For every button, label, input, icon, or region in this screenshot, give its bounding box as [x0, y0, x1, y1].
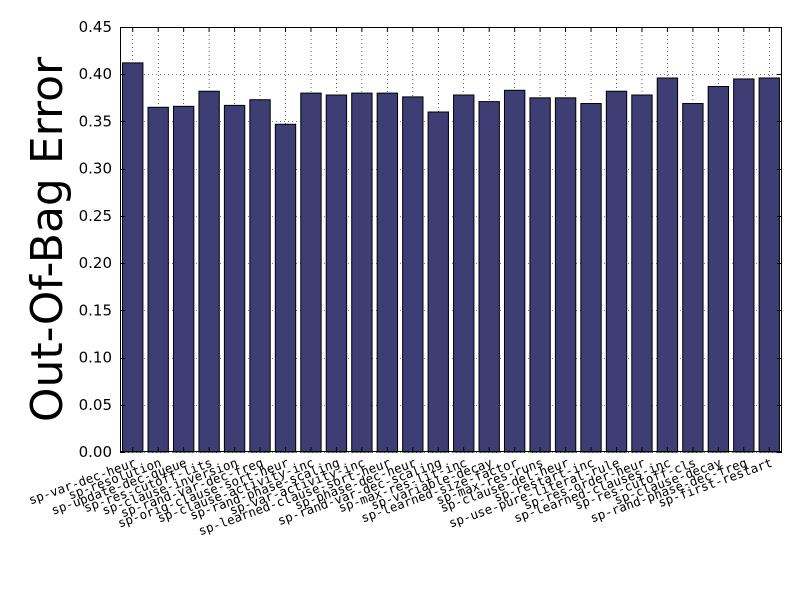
bar-sp-var-activity-inc: [351, 92, 373, 453]
bar-sp-res-cutoff-cls: [682, 103, 704, 453]
y-tick-label: 0.15: [79, 301, 112, 319]
bar-sp-first-restart: [758, 77, 780, 453]
x-axis: sp-var-dec-heursp-resolutionsp-update-de…: [27, 27, 774, 538]
plot-frame: [120, 27, 782, 452]
y-tick-label: 0.20: [79, 254, 112, 272]
y-axis: 0.00 0.05 0.10 0.15 0.20 0.25 0.30 0.35 0.40 0.45: [79, 18, 782, 461]
bar-sp-max-res-lit-inc: [453, 94, 475, 453]
bar-sp-clause-del-heur: [554, 97, 577, 453]
bar-sp-phase-dec-heur: [402, 96, 424, 453]
bar-sp-variable-decay: [478, 101, 500, 453]
y-tick-label: 0.45: [79, 18, 112, 36]
bar-sp-learned-clauses-inc: [656, 77, 679, 453]
bar-sp-restart-inc: [580, 103, 602, 453]
y-axis-label: Out-Of-Bag Error: [22, 56, 73, 422]
bar-sp-clause-decay: [707, 86, 730, 453]
y-tick-label: 0.05: [79, 396, 112, 414]
y-tick-label: 0.00: [79, 443, 112, 461]
bar-sp-rand-phase-dec-freq: [733, 78, 755, 453]
bar-sp-use-pure-literal-rule: [605, 90, 628, 453]
bar-sp-update-dec-queue: [172, 105, 195, 453]
bar-sp-rand-var-dec-freq: [249, 99, 271, 453]
bar-sp-orig-clause-sort-heur: [274, 123, 297, 453]
bar-sp-learned-size-factor: [503, 89, 526, 453]
bar-sp-clause-inversion: [223, 104, 246, 453]
bar-sp-var-dec-heur: [122, 62, 144, 453]
bar-sp-resolution: [147, 106, 169, 453]
bar-sp-rand-var-dec-scaling: [427, 111, 449, 453]
y-tick-label: 0.35: [79, 112, 112, 130]
bar-sp-learned-clause-sort-heur: [376, 92, 399, 453]
y-tick-label: 0.40: [79, 65, 112, 83]
bar-sp-clause-activity-inc: [300, 92, 322, 453]
bar-sp-res-cutoff-lits: [198, 90, 220, 453]
bar-sp-res-order-heur: [631, 94, 653, 453]
y-tick-label: 0.30: [79, 160, 112, 178]
bar-sp-rand-phase-scaling: [325, 94, 348, 453]
y-tick-label: 0.25: [79, 207, 112, 225]
bar-sp-max-res-runs: [529, 97, 551, 453]
bars-group: [122, 62, 780, 453]
y-tick-label: 0.10: [79, 349, 112, 367]
